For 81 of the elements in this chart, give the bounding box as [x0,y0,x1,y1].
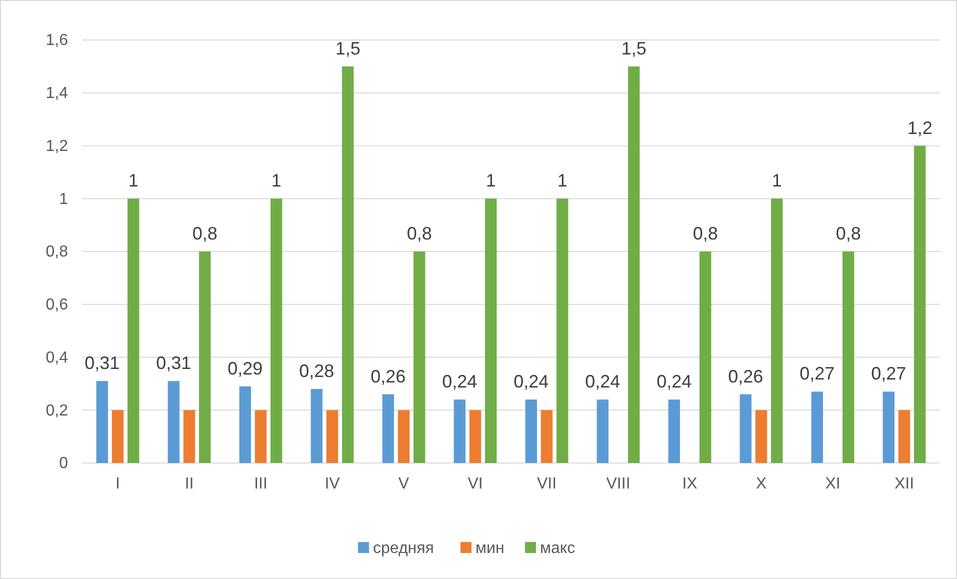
bar [755,410,768,463]
bar [628,66,640,463]
legend-label: макс [540,540,576,557]
data-label: 1 [128,170,138,191]
legend-label: мин [476,540,504,557]
data-label: 0,24 [656,372,692,392]
y-tick-label: 1,4 [46,84,68,102]
bar [771,198,783,463]
data-label: 0,29 [228,358,263,378]
bar [540,410,553,463]
x-tick-label: IV [324,475,340,492]
x-tick-label: VI [468,475,483,492]
y-tick-label: 0 [59,455,68,472]
data-label: 1,5 [335,38,360,58]
bar [898,410,910,463]
data-label: 1,2 [907,118,932,138]
x-tick-label: IX [682,475,698,492]
legend-label: средняя [373,540,434,557]
bar [914,146,926,463]
bar [254,410,267,463]
bar [270,198,282,463]
x-tick-label: III [254,475,268,492]
y-tick-label: 1,2 [46,138,68,155]
data-label: 0,8 [406,224,432,244]
data-label: 0,26 [728,366,764,386]
y-tick-label: 0,6 [46,296,68,314]
data-label: 0,24 [514,372,549,392]
data-label: 1 [486,170,496,191]
bar [96,381,108,463]
bar [239,386,251,463]
data-label: 0,28 [299,360,334,381]
data-label: 0,27 [800,364,835,384]
x-tick-label: II [184,475,194,492]
bar [454,400,466,463]
bar [310,388,322,463]
data-label: 1,5 [621,38,646,58]
x-tick-label: XI [825,475,840,492]
data-label: 0,8 [836,224,861,244]
bar [882,392,894,463]
bar [128,198,140,463]
data-label: 1 [772,170,782,191]
bar [740,394,752,463]
y-tick-label: 0,8 [46,244,68,261]
bar [414,252,426,463]
data-label: 0,31 [84,353,120,374]
x-tick-label: I [116,475,120,492]
y-tick-label: 0,2 [46,402,68,420]
bar [485,198,497,463]
data-label: 0,27 [871,364,906,384]
x-tick-label: V [398,475,410,492]
data-label: 0,8 [192,224,218,244]
y-tick-label: 1 [59,190,68,208]
x-tick-label: X [756,475,767,492]
data-label: 0,26 [370,366,406,386]
bar [469,410,482,463]
data-label: 0,8 [692,224,718,244]
bar [398,410,410,463]
bar [199,252,211,463]
bar [700,252,712,463]
data-label: 0,31 [156,353,192,374]
data-label: 1 [271,170,282,191]
bar [183,410,196,463]
bar [342,66,354,463]
data-label: 0,24 [442,372,478,392]
y-tick-label: 0,4 [46,349,68,366]
x-tick-label: XII [894,475,914,492]
bar [668,400,680,463]
bar [168,381,180,463]
bar [842,252,854,463]
data-label: 0,24 [585,372,620,392]
bar [556,198,568,463]
x-tick-label: VIII [606,475,630,492]
bar [525,400,537,463]
bar [112,410,124,463]
y-tick-label: 1,6 [46,32,68,50]
bar [326,410,338,463]
x-tick-label: VII [536,475,557,492]
bar [596,400,608,463]
data-label: 1 [557,170,568,191]
bar [811,392,823,463]
bar [382,394,394,463]
